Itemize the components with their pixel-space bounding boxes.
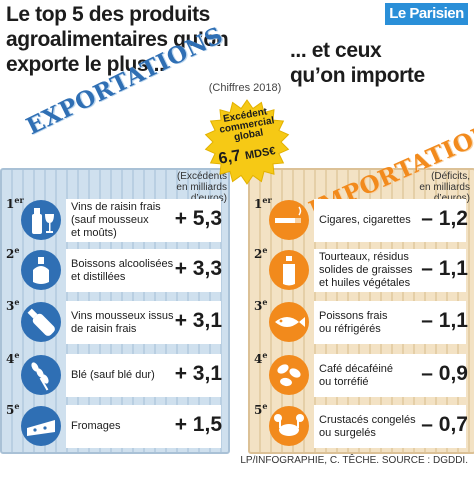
exports-unit-note: (Excédents en milliards d’euros): [176, 171, 227, 204]
exports-rank-1: 1er: [6, 195, 24, 211]
exports-value-5: + 1,5: [174, 413, 222, 436]
cheese-icon: [21, 406, 61, 446]
exports-value-1: + 5,3: [174, 207, 222, 230]
rank-suffix: e: [14, 297, 20, 307]
imports-rank-2: 2e: [254, 245, 267, 261]
oil-bottle-icon: [269, 250, 309, 290]
liquor-bottle-icon: [21, 250, 61, 290]
publisher-logo: Le Parisien: [385, 3, 468, 25]
imports-rank-1: 1er: [254, 195, 272, 211]
rank-number: 1: [6, 197, 15, 211]
rank-suffix: e: [14, 350, 20, 360]
year-note: (Chiffres 2018): [208, 82, 282, 94]
wine-bottle-glass-icon: [21, 200, 61, 240]
exports-product-label-5: Fromages: [66, 405, 221, 448]
rank-number: 2: [6, 247, 15, 261]
rank-suffix: er: [262, 195, 272, 205]
imports-value-3: – 1,1: [421, 309, 468, 332]
rank-suffix: er: [14, 195, 24, 205]
rank-number: 3: [6, 299, 15, 313]
exports-product-label-3: Vins mousseux issus de raisin frais: [66, 301, 221, 344]
secondary-title: ... et ceux qu’on importe: [290, 39, 425, 87]
rank-number: 4: [254, 352, 263, 366]
exports-value-3: + 3,1: [174, 309, 222, 332]
rank-suffix: e: [14, 245, 20, 255]
exports-product-label-4: Blé (sauf blé dur): [66, 354, 221, 397]
source-credit: LP/INFOGRAPHIE, C. TÊCHE. SOURCE : DGDDI…: [240, 455, 468, 466]
imports-rank-4: 4e: [254, 350, 267, 366]
imports-value-1: – 1,2: [421, 207, 468, 230]
rank-suffix: e: [14, 401, 20, 411]
imports-value-5: – 0,7: [421, 413, 468, 436]
rank-number: 2: [254, 247, 263, 261]
rank-suffix: e: [262, 401, 268, 411]
rank-number: 3: [254, 299, 263, 313]
rank-number: 1: [254, 197, 263, 211]
rank-number: 5: [6, 403, 15, 417]
crab-icon: [269, 406, 309, 446]
imports-product-label-5: Crustacés congelés ou surgelés: [314, 405, 466, 448]
exports-value-2: + 3,3: [174, 257, 222, 280]
rank-number: 4: [6, 352, 15, 366]
imports-product-label-4: Café décaféiné ou torréfié: [314, 354, 466, 397]
imports-rank-3: 3e: [254, 297, 267, 313]
surplus-burst: [204, 99, 290, 185]
rank-suffix: e: [262, 245, 268, 255]
exports-rank-2: 2e: [6, 245, 19, 261]
exports-rank-3: 3e: [6, 297, 19, 313]
exports-product-label-1: Vins de raisin frais (sauf mousseux et m…: [66, 199, 221, 242]
imports-product-label-1: Cigares, cigarettes: [314, 199, 466, 242]
imports-value-2: – 1,1: [421, 257, 468, 280]
rank-number: 5: [254, 403, 263, 417]
rank-suffix: e: [262, 350, 268, 360]
exports-value-4: + 3,1: [174, 362, 222, 385]
rank-suffix: e: [262, 297, 268, 307]
coffee-beans-icon: [269, 355, 309, 395]
wheat-icon: [21, 355, 61, 395]
main-title: Le top 5 des produits agroalimentaires q…: [6, 3, 229, 76]
imports-value-4: – 0,9: [421, 362, 468, 385]
exports-rank-5: 5e: [6, 401, 19, 417]
exports-product-label-2: Boissons alcoolisées et distillées: [66, 249, 221, 292]
fish-icon: [269, 302, 309, 342]
imports-product-label-2: Tourteaux, résidus solides de graisses e…: [314, 249, 466, 292]
surplus-unit: MDS€: [244, 145, 277, 163]
surplus-number: 6,7: [217, 147, 243, 168]
imports-product-label-3: Poissons frais ou réfrigérés: [314, 301, 466, 344]
exports-rank-4: 4e: [6, 350, 19, 366]
imports-unit-note: (Déficits, en milliards d’euros): [419, 171, 470, 204]
cigarette-icon: [269, 200, 309, 240]
imports-rank-5: 5e: [254, 401, 267, 417]
champagne-bottle-icon: [21, 302, 61, 342]
